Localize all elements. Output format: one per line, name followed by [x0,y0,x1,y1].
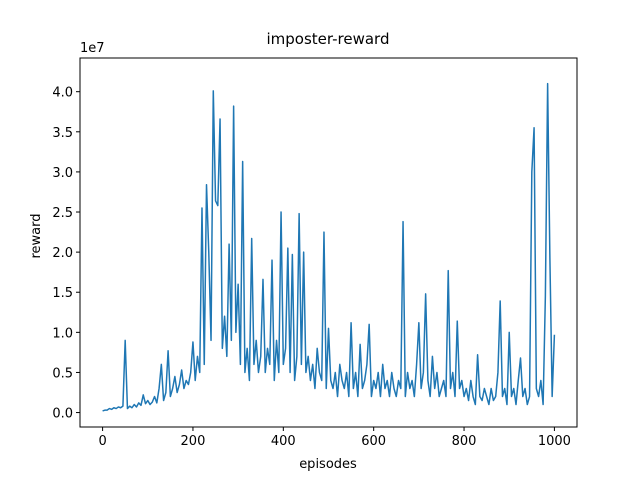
x-tick-label: 400 [271,434,296,449]
y-tick-label: 3.0 [52,166,73,181]
y-tick-label: 1.0 [52,326,73,341]
x-tick-label: 200 [181,434,206,449]
y-offset-label: 1e7 [80,41,105,56]
x-tick-label: 800 [452,434,477,449]
y-tick-label: 0.5 [52,366,73,381]
y-axis-label: reward [29,213,44,258]
x-axis-label: episodes [299,457,357,472]
y-tick-label: 3.5 [52,126,73,141]
y-tick-label: 2.0 [52,246,73,261]
x-tick-label: 600 [361,434,386,449]
x-tick-label: 0 [98,434,106,449]
x-tick-label: 1000 [538,434,571,449]
data-line [102,82,556,412]
y-tick-label: 1.5 [52,286,73,301]
chart-title: imposter-reward [267,30,390,48]
y-tick-label: 2.5 [52,206,73,221]
y-tick-label: 4.0 [52,86,73,101]
y-tick-label: 0.0 [52,407,73,422]
axes-frame [79,57,578,428]
